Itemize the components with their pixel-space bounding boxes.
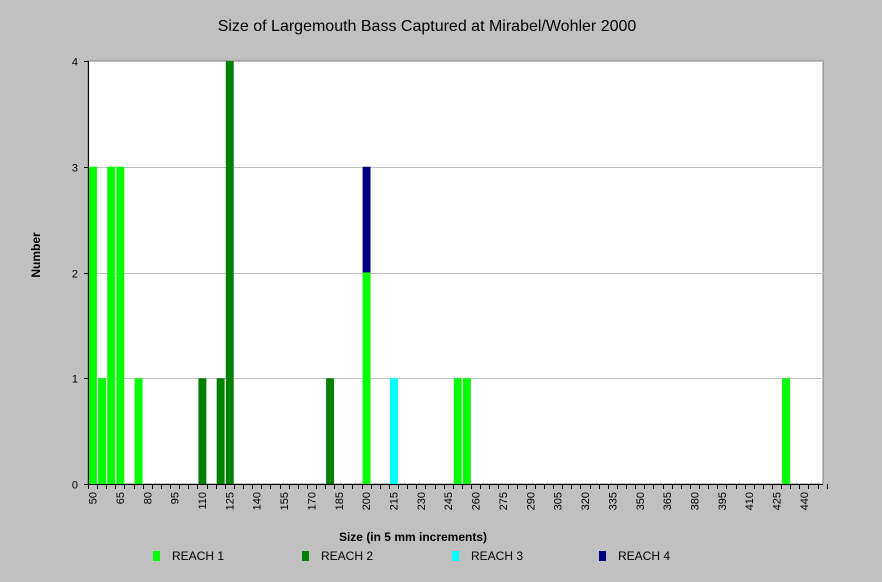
bar [453, 378, 462, 484]
bar [89, 166, 97, 484]
chart-title: Size of Largemouth Bass Captured at Mira… [217, 18, 637, 35]
x-tick-label: 170 [306, 492, 318, 510]
x-tick-label: 50 [88, 492, 100, 504]
x-tick-label: 215 [389, 492, 401, 510]
x-tick-label: 80 [142, 492, 154, 504]
x-tick-label: 155 [279, 492, 291, 510]
bar [198, 378, 207, 484]
x-tick-label: 395 [717, 492, 729, 510]
x-tick-label: 275 [498, 492, 510, 510]
legend-label: REACH 4 [618, 549, 671, 563]
legend-label: REACH 2 [321, 549, 374, 563]
x-tick-label: 110 [197, 492, 209, 510]
x-tick-label: 440 [799, 492, 811, 510]
bar [462, 378, 471, 484]
legend-swatch [599, 551, 606, 561]
x-tick-label: 410 [744, 492, 756, 510]
y-tick-label: 1 [72, 374, 78, 386]
bar [107, 166, 116, 484]
x-tick-label: 320 [580, 492, 592, 510]
legend: REACH 1 REACH 2 REACH 3 REACH 4 [0, 548, 882, 566]
legend-swatch [452, 551, 459, 561]
x-tick-label: 335 [607, 492, 619, 510]
legend-label: REACH 3 [471, 549, 524, 563]
x-tick-label: 140 [252, 492, 264, 510]
legend-item-reach-3: REACH 3 [452, 548, 523, 564]
bar [134, 378, 143, 484]
legend-item-reach-4: REACH 4 [599, 548, 670, 564]
y-tick-label: 4 [72, 57, 78, 69]
bar [362, 166, 371, 273]
x-tick-label: 305 [553, 492, 565, 510]
bar [216, 378, 225, 484]
legend-label: REACH 1 [172, 549, 225, 563]
x-tick-label: 230 [416, 492, 428, 510]
x-tick-label: 350 [635, 492, 647, 510]
bar [389, 378, 398, 484]
bar [362, 272, 371, 484]
legend-item-reach-1: REACH 1 [153, 548, 224, 564]
y-tick-label: 0 [72, 480, 78, 492]
x-tick-label: 245 [443, 492, 455, 510]
bar [225, 61, 234, 484]
legend-swatch [153, 551, 160, 561]
x-tick-label: 65 [115, 492, 127, 504]
x-tick-label: 365 [662, 492, 674, 510]
x-axis-label: Size (in 5 mm increments) [338, 530, 488, 544]
legend-swatch [302, 551, 309, 561]
bar [116, 166, 125, 484]
x-tick-label: 200 [361, 492, 373, 510]
x-tick-label: 125 [224, 492, 236, 510]
x-tick-label: 290 [525, 492, 537, 510]
y-tick-label: 2 [72, 269, 78, 281]
legend-item-reach-2: REACH 2 [302, 548, 373, 564]
x-tick-label: 380 [689, 492, 701, 510]
y-tick-label: 3 [72, 163, 78, 175]
x-tick-label: 425 [772, 492, 784, 510]
x-tick-label: 260 [471, 492, 483, 510]
x-tick-label: 185 [334, 492, 346, 510]
bar [98, 378, 107, 484]
bar [326, 378, 335, 484]
bar [782, 378, 791, 484]
x-tick-label: 95 [170, 492, 182, 504]
